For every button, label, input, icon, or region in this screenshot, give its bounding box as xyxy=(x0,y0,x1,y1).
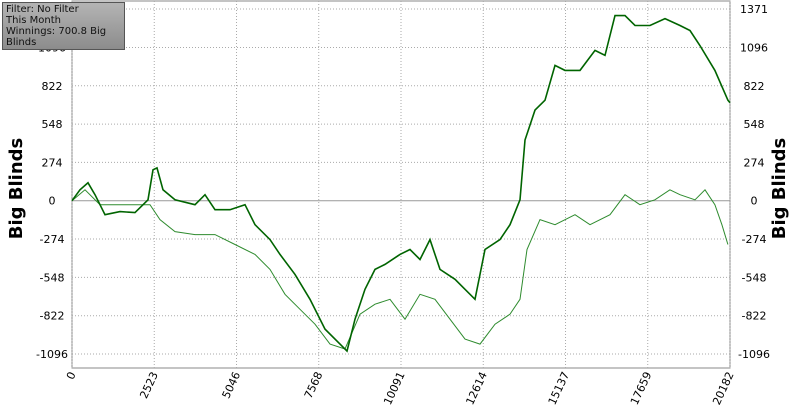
x-tick-label: 10091 xyxy=(381,370,408,407)
info-box: Filter: No Filter This Month Winnings: 7… xyxy=(2,2,125,50)
info-line: Filter: No Filter xyxy=(6,4,79,15)
x-tick-label: 7568 xyxy=(302,370,326,401)
y2-tick-label: -822 xyxy=(742,310,767,323)
y2-tick-label: -274 xyxy=(742,233,767,246)
y2-tick-label: 1096 xyxy=(740,41,768,54)
info-line: This Month xyxy=(6,15,61,26)
info-line: Winnings: 700.8 Big Blinds xyxy=(6,26,107,48)
x-tick-label: 5046 xyxy=(220,370,244,401)
y-tick-label: -1096 xyxy=(36,348,68,361)
y-tick-label: -822 xyxy=(40,310,65,323)
y2-tick-label: -1096 xyxy=(738,348,770,361)
y-tick-label: 822 xyxy=(42,80,63,93)
series-line xyxy=(71,189,729,350)
y2-tick-label: 1371 xyxy=(740,3,768,16)
y2-tick-label: 822 xyxy=(744,80,765,93)
y-axis-label: Big Blinds xyxy=(6,138,27,240)
x-tick-label: 0 xyxy=(64,370,79,382)
x-tick-label: 15137 xyxy=(546,370,573,407)
y-tick-label: 274 xyxy=(42,156,63,169)
y-tick-label: -274 xyxy=(40,233,65,246)
x-tick-label: 12614 xyxy=(463,370,490,407)
y2-tick-label: 274 xyxy=(744,156,765,169)
y-tick-label: 548 xyxy=(42,118,63,131)
y-tick-label: 0 xyxy=(49,195,56,208)
y-tick-label: -548 xyxy=(40,271,65,284)
x-tick-label: 20182 xyxy=(710,370,737,407)
y2-tick-label: 0 xyxy=(751,195,758,208)
y2-tick-label: -548 xyxy=(742,271,767,284)
series-line xyxy=(71,14,731,353)
x-tick-label: 2523 xyxy=(137,370,161,401)
y2-tick-label: 548 xyxy=(744,118,765,131)
x-tick-label: 17659 xyxy=(628,370,655,407)
y2-axis-label: Big Blinds xyxy=(769,138,790,240)
